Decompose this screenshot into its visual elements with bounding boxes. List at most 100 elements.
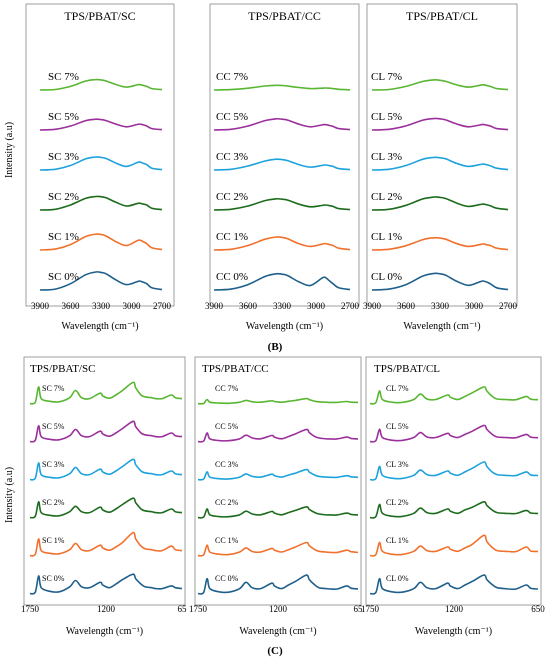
panel-title: TPS/PBAT/CC (248, 9, 321, 23)
series-line-sc-0- (39, 271, 163, 291)
figure-b-panels: TPS/PBAT/SC SC 0% SC 1% SC 2% SC 3% SC 5% SC 7… (25, 3, 518, 332)
series-line-cl-7- (369, 386, 539, 405)
series-line-cc-2- (213, 197, 351, 211)
series-line-sc-3- (29, 458, 183, 481)
x-tick-label: 3300 (92, 301, 111, 311)
series-line-cl-5- (371, 117, 509, 131)
x-tick-label: 3600 (397, 301, 416, 311)
panel-frame (23, 356, 186, 606)
series-line-sc-2- (29, 497, 183, 519)
x-tick-label: 3000 (307, 301, 326, 311)
series-line-cc-2- (197, 506, 359, 519)
panel-title: TPS/PBAT/CC (202, 363, 269, 375)
panel-frame (366, 3, 518, 307)
series-label: SC 2% (48, 191, 79, 203)
series-label: CL 2% (371, 191, 402, 203)
panel-title: TPS/PBAT/CL (406, 9, 478, 23)
x-tick-label: 3900 (363, 301, 382, 311)
x-tick-label: 1200 (445, 604, 464, 614)
x-tick-label: 3000 (465, 301, 484, 311)
series-line-cc-3- (197, 468, 359, 481)
series-line-cl-3- (371, 156, 509, 171)
series-line-cc-7- (213, 84, 351, 91)
series-label: SC 1% (42, 536, 65, 545)
series-line-cl-2- (371, 196, 509, 211)
series-label: CL 1% (386, 536, 409, 545)
x-tick-label: 3300 (273, 301, 292, 311)
x-axis-label: Wavelength (cm⁻¹) (403, 321, 480, 332)
chart-panel-c-2: TPS/PBAT/CC CC 0% CC 1% CC 2% CC 3% CC 5% CC 7… (189, 356, 364, 637)
series-line-cl-1- (371, 236, 509, 251)
x-axis-label: Wavelength (cm⁻¹) (61, 321, 138, 332)
x-tick-label: 2700 (153, 301, 172, 311)
x-tick-label: 1200 (97, 604, 116, 614)
series-line-cl-3- (369, 461, 539, 481)
series-line-sc-7- (29, 381, 183, 405)
series-label: SC 7% (48, 71, 79, 83)
series-label: SC 2% (42, 498, 65, 507)
panel-title: TPS/PBAT/SC (30, 363, 95, 375)
series-label: CC 2% (215, 498, 239, 507)
figure-c-panels: TPS/PBAT/SC SC 0% SC 1% SC 2% SC 3% SC 5% SC 7… (21, 356, 545, 637)
series-label: CL 3% (386, 460, 409, 469)
series-line-cc-1- (213, 236, 351, 251)
series-label: CC 3% (216, 151, 248, 163)
series-line-cc-0- (197, 574, 359, 595)
series-label: CC 7% (216, 71, 248, 83)
x-tick-label: 1750 (21, 604, 40, 614)
series-label: CC 7% (215, 384, 239, 393)
series-label: CL 7% (386, 384, 409, 393)
series-line-sc-1- (29, 531, 183, 557)
panel-frame (25, 3, 175, 307)
x-axis-label: Wavelength (cm⁻¹) (66, 626, 143, 637)
x-tick-label: 3900 (31, 301, 50, 311)
x-axis-label: Wavelength (cm⁻¹) (246, 321, 323, 332)
panel-frame (209, 3, 360, 307)
series-label: SC 7% (42, 384, 65, 393)
chart-panel-c-3: TPS/PBAT/CL CL 0% CL 1% CL 2% CL 3% CL 5% CL 7… (361, 356, 545, 637)
panel-frame (365, 356, 542, 606)
series-label: SC 5% (48, 111, 79, 123)
x-tick-label: 2700 (499, 301, 518, 311)
x-tick-label: 3600 (239, 301, 258, 311)
series-line-cc-7- (197, 397, 359, 405)
x-tick-label: 3600 (62, 301, 81, 311)
figure-c-ylabel: Intensity (a.u) (4, 467, 15, 523)
series-line-cl-0- (369, 574, 539, 595)
series-label: SC 5% (42, 422, 65, 431)
x-tick-label: 3300 (431, 301, 450, 311)
series-label: CL 1% (371, 231, 402, 243)
chart-panel-c-1: TPS/PBAT/SC SC 0% SC 1% SC 2% SC 3% SC 5% SC 7… (21, 356, 187, 637)
x-tick-label: 65 (354, 604, 364, 614)
figure-b-label: (B) (268, 341, 283, 353)
series-label: CL 7% (371, 71, 402, 83)
series-line-cl-0- (371, 272, 509, 291)
series-line-sc-0- (29, 573, 183, 595)
series-line-sc-5- (39, 118, 163, 131)
series-label: CC 5% (215, 422, 239, 431)
series-line-cc-5- (197, 428, 359, 443)
series-label: CC 2% (216, 191, 248, 203)
series-label: CC 0% (216, 271, 248, 283)
series-label: CL 5% (371, 111, 402, 123)
series-label: CL 3% (371, 151, 402, 163)
series-line-cl-5- (369, 424, 539, 443)
panel-frame (194, 356, 362, 606)
series-line-cc-0- (213, 272, 351, 291)
x-tick-label: 2700 (341, 301, 360, 311)
series-line-cc-1- (197, 541, 359, 557)
x-tick-label: 650 (531, 604, 545, 614)
panel-title: TPS/PBAT/SC (64, 9, 135, 23)
x-tick-label: 1750 (361, 604, 380, 614)
series-line-cc-3- (213, 158, 351, 171)
x-axis-label: Wavelength (cm⁻¹) (239, 626, 316, 637)
chart-panel-b-1: TPS/PBAT/SC SC 0% SC 1% SC 2% SC 3% SC 5% SC 7… (25, 3, 175, 332)
x-tick-label: 1200 (269, 604, 288, 614)
series-label: SC 0% (42, 574, 65, 583)
series-line-sc-1- (39, 233, 163, 251)
series-label: CL 0% (386, 574, 409, 583)
series-label: CL 0% (371, 271, 402, 283)
figure-c-label: (C) (267, 645, 283, 657)
panel-title: TPS/PBAT/CL (374, 363, 440, 375)
